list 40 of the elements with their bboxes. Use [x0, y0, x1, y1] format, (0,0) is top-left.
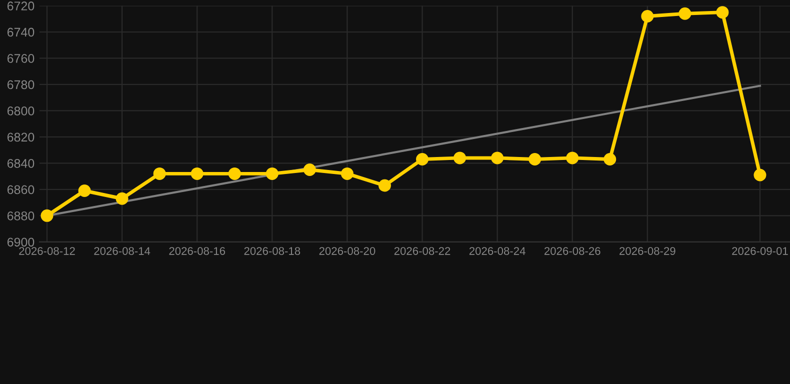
- y-tick-label: 6900: [7, 238, 34, 247]
- x-tick-label: 2026-08-26: [544, 247, 600, 255]
- x-tick-label: 2026-08-18: [244, 247, 300, 255]
- x-tick-label: 2026-08-16: [169, 247, 226, 255]
- point: [641, 10, 654, 23]
- x-tick-label: 2026-08-29: [620, 247, 676, 255]
- point: [340, 167, 354, 180]
- x-tick-label: 2026-08-22: [394, 247, 450, 255]
- point: [153, 167, 166, 180]
- point: [678, 7, 692, 20]
- y-tick-label: 6820: [7, 132, 34, 142]
- x-tick-label: 2026-08-14: [94, 247, 150, 255]
- y-tick-label: 6880: [7, 211, 34, 220]
- point: [716, 6, 729, 19]
- point: [491, 152, 504, 164]
- point: [754, 168, 766, 182]
- x-tick-label: 2026-08-20: [319, 247, 376, 255]
- point: [378, 179, 391, 192]
- point: [228, 167, 241, 180]
- y-tick-label: 6840: [7, 159, 34, 168]
- y-tick-label: 6720: [7, 2, 34, 10]
- point: [190, 167, 204, 180]
- point: [303, 164, 316, 176]
- point: [454, 152, 466, 164]
- x-tick-label: 2026-09-01: [732, 247, 788, 255]
- point: [528, 153, 542, 166]
- point: [416, 153, 429, 166]
- y-tick-label: 6780: [7, 80, 34, 90]
- x-tick-label: 2026-08-12: [19, 247, 75, 255]
- y-tick-label: 6860: [7, 185, 34, 194]
- x-tick-label: 2026-08-24: [469, 247, 526, 255]
- point: [78, 184, 91, 197]
- point: [604, 153, 616, 166]
- y-tick-label: 6740: [7, 28, 34, 37]
- point: [116, 192, 128, 205]
- point: [266, 167, 278, 180]
- point: [566, 152, 579, 164]
- y-tick-label: 6760: [7, 54, 34, 63]
- point: [40, 209, 54, 222]
- y-tick-label: 6800: [7, 106, 34, 116]
